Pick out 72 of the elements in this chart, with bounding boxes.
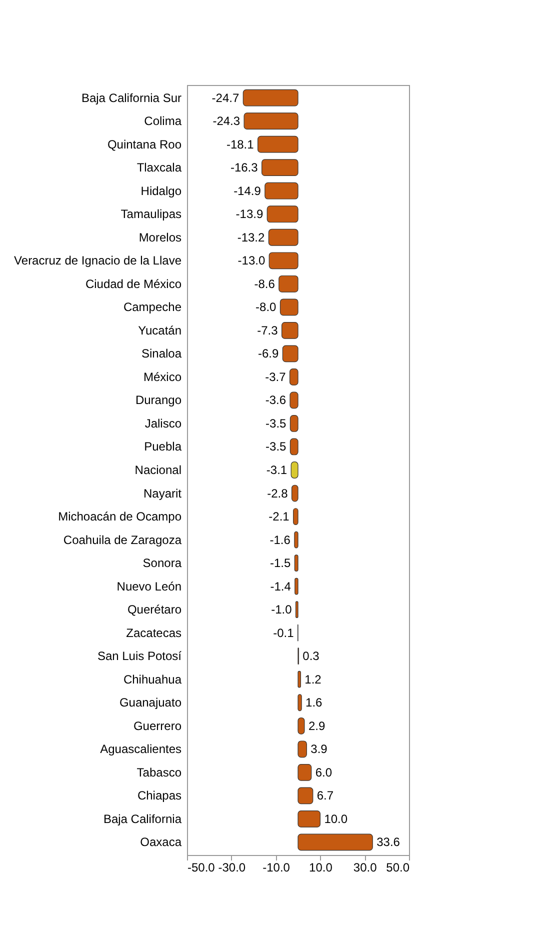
x-tick-label: -10.0 bbox=[262, 860, 290, 874]
data-label: -0.1 bbox=[273, 626, 294, 640]
y-tick-label: Zacatecas bbox=[126, 626, 182, 640]
y-tick-label: Guerrero bbox=[133, 718, 182, 733]
data-label: -24.7 bbox=[212, 90, 240, 105]
y-tick-label: Puebla bbox=[144, 440, 182, 454]
data-label: 10.0 bbox=[324, 812, 348, 826]
y-tick-label: Nuevo León bbox=[116, 579, 182, 594]
y-tick-label: Oaxaca bbox=[140, 835, 182, 850]
data-label: -8.6 bbox=[254, 276, 276, 291]
data-label: 0.3 bbox=[302, 649, 320, 664]
data-label: 1.2 bbox=[304, 672, 322, 686]
y-tick-label: Baja California Sur bbox=[81, 90, 182, 105]
data-label: -1.6 bbox=[270, 532, 291, 547]
x-tick-label: -50.0 bbox=[188, 860, 216, 874]
data-label: -14.9 bbox=[234, 184, 262, 198]
data-label: -7.3 bbox=[257, 323, 278, 338]
y-tick-label: Colima bbox=[144, 114, 182, 128]
y-tick-label: Querétaro bbox=[127, 602, 182, 617]
data-label: -1.0 bbox=[271, 602, 292, 617]
data-label: 33.6 bbox=[376, 835, 400, 850]
y-tick-label: Quintana Roo bbox=[107, 137, 182, 152]
data-label: -2.1 bbox=[268, 510, 290, 524]
data-label: -1.4 bbox=[270, 579, 292, 594]
y-tick-label: Hidalgo bbox=[140, 184, 182, 198]
y-tick-label: Durango bbox=[135, 393, 182, 408]
data-label: -3.1 bbox=[266, 463, 288, 477]
y-tick-label: Morelos bbox=[138, 230, 182, 244]
data-label: -13.2 bbox=[237, 230, 266, 244]
y-tick-label: Chiapas bbox=[137, 788, 182, 803]
data-label: -16.3 bbox=[230, 160, 258, 175]
data-label: -3.7 bbox=[265, 370, 286, 384]
data-label: 1.6 bbox=[306, 696, 323, 710]
data-label: -3.5 bbox=[266, 416, 287, 430]
data-label: -24.3 bbox=[212, 114, 240, 128]
data-label: -8.0 bbox=[256, 300, 277, 314]
y-tick-label: San Luis Potosí bbox=[97, 649, 182, 664]
y-tick-label: Aguascalientes bbox=[100, 742, 182, 756]
data-label: -3.6 bbox=[265, 393, 286, 408]
data-label: -18.1 bbox=[226, 137, 254, 152]
x-tick-label: 30.0 bbox=[353, 860, 378, 874]
y-tick-label: Coahuila de Zaragoza bbox=[63, 532, 182, 547]
y-tick-label: Ciudad de México bbox=[85, 276, 182, 291]
y-tick-label: Tabasco bbox=[136, 765, 182, 780]
y-tick-label: Chihuahua bbox=[123, 672, 182, 686]
y-tick-label: Tamaulipas bbox=[120, 207, 182, 222]
data-label: 2.9 bbox=[308, 718, 326, 733]
data-label: -3.5 bbox=[266, 440, 287, 454]
y-tick-label: Michoacán de Ocampo bbox=[58, 510, 182, 524]
data-label: -2.8 bbox=[267, 486, 288, 500]
y-tick-label: Nayarit bbox=[143, 486, 182, 500]
data-label: 6.7 bbox=[316, 788, 334, 803]
x-tick-label: 50.0 bbox=[386, 860, 410, 874]
y-tick-label: Sonora bbox=[142, 556, 182, 570]
data-label: 3.9 bbox=[310, 742, 328, 756]
y-tick-label: Yucatán bbox=[138, 323, 182, 338]
y-tick-label: Guanajuato bbox=[119, 696, 182, 710]
data-label: -1.5 bbox=[270, 556, 291, 570]
data-label: -13.9 bbox=[236, 207, 264, 222]
y-tick-label: Baja California bbox=[103, 812, 182, 826]
y-tick-label: Tlaxcala bbox=[136, 160, 182, 175]
x-tick-label: 10.0 bbox=[309, 860, 333, 874]
x-tick-label: -30.0 bbox=[218, 860, 246, 874]
y-tick-label: Campeche bbox=[123, 300, 182, 314]
y-tick-label: México bbox=[143, 370, 182, 384]
data-label: -6.9 bbox=[258, 346, 279, 361]
data-label: -13.0 bbox=[238, 254, 266, 268]
y-tick-label: Nacional bbox=[134, 463, 182, 477]
y-tick-label: Jalisco bbox=[144, 416, 182, 430]
y-tick-label: Veracruz de Ignacio de la Llave bbox=[14, 254, 182, 268]
y-tick-label: Sinaloa bbox=[141, 346, 182, 361]
data-label: 6.0 bbox=[315, 765, 332, 780]
